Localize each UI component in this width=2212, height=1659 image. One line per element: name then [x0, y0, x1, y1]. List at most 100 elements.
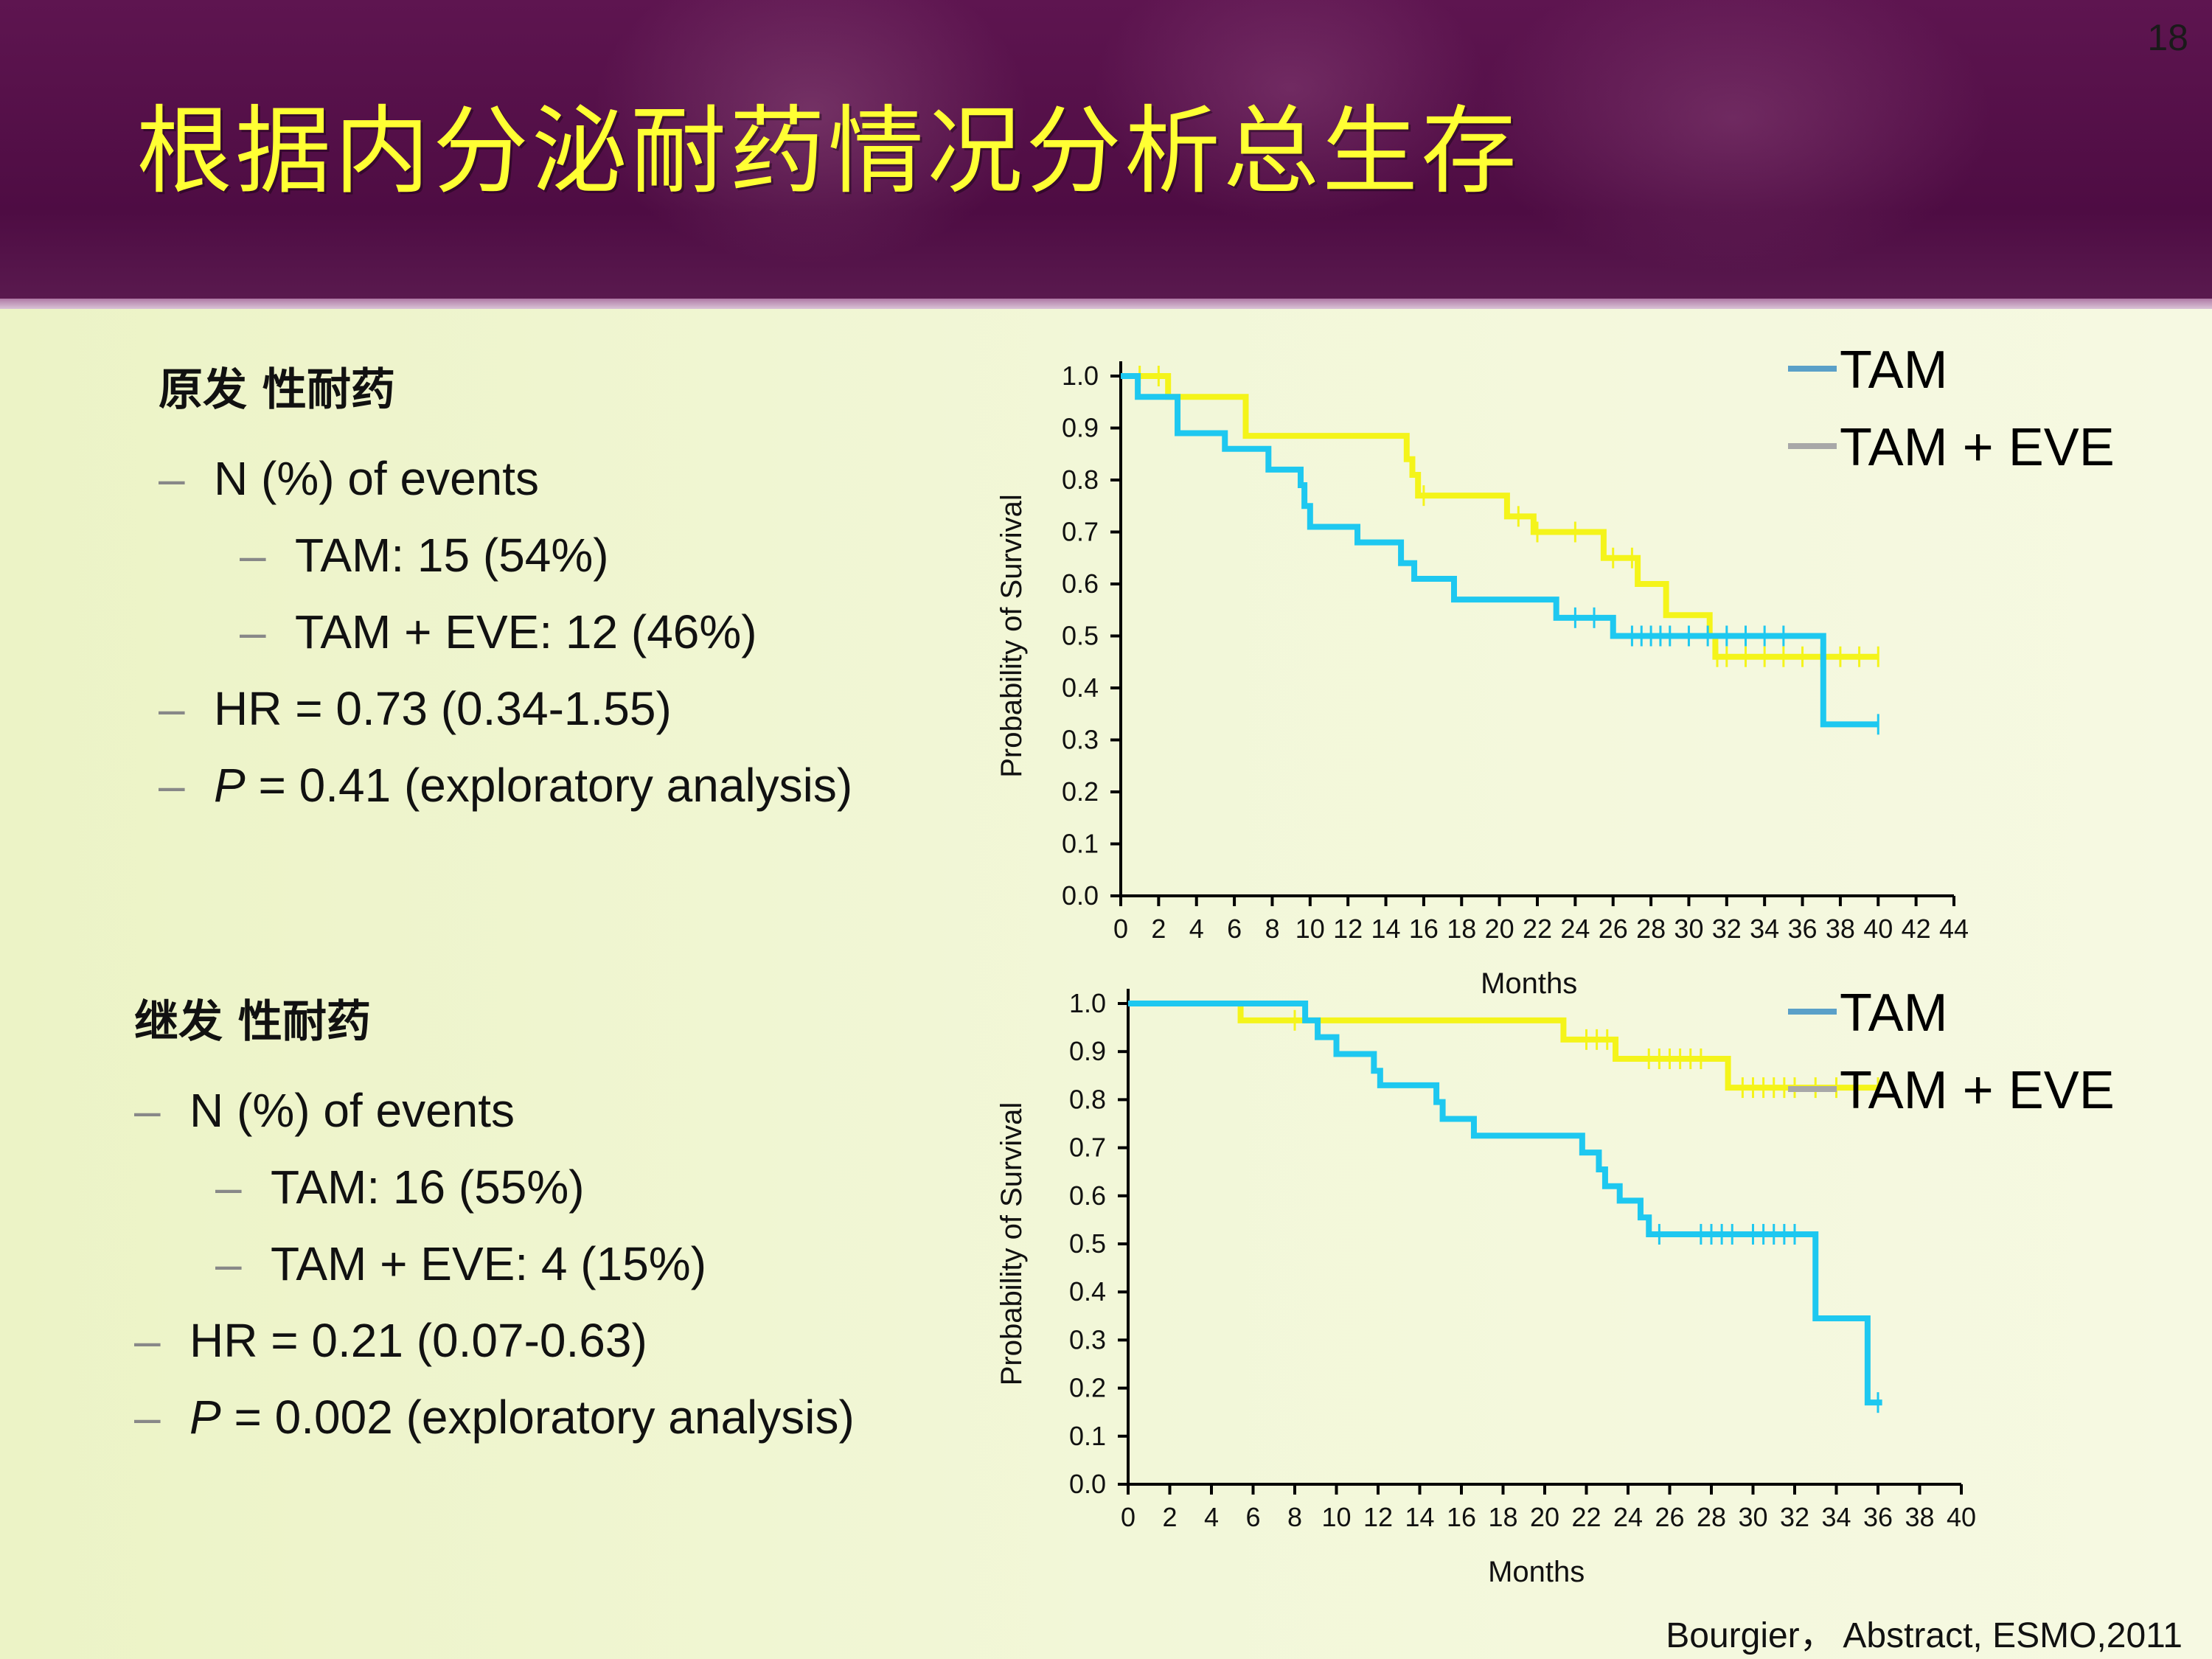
bullet-italic-text: P — [189, 1391, 221, 1444]
y-tick-label: 0.1 — [1062, 829, 1099, 859]
x-tick-label: 36 — [1788, 914, 1818, 944]
bullet-item: – N (%) of events — [134, 1072, 855, 1149]
x-tick-label: 42 — [1902, 914, 1931, 944]
bullet-dash: – — [159, 759, 185, 812]
y-tick-label: 0.9 — [1062, 413, 1099, 443]
y-tick-label: 0.9 — [1069, 1036, 1106, 1066]
bullet-dash: – — [240, 605, 266, 658]
bullet-item: – TAM + EVE: 4 (15%) — [134, 1225, 855, 1302]
x-tick-label: 34 — [1750, 914, 1779, 944]
y-tick-label: 0.2 — [1069, 1373, 1106, 1403]
x-tick-label: 14 — [1405, 1502, 1434, 1532]
bullet-text: N (%) of events — [189, 1084, 515, 1137]
x-tick-label: 40 — [1863, 914, 1893, 944]
bullet-text: HR = 0.73 (0.34-1.55) — [214, 682, 672, 735]
x-tick-label: 30 — [1738, 1502, 1767, 1532]
x-tick-label: 38 — [1826, 914, 1855, 944]
bullet-item: – TAM: 16 (55%) — [134, 1149, 855, 1225]
x-tick-label: 20 — [1485, 914, 1514, 944]
survival-curve-tam — [1121, 373, 1879, 728]
x-tick-label: 22 — [1571, 1502, 1601, 1532]
x-tick-label: 24 — [1613, 1502, 1643, 1532]
bullet-item: – TAM: 15 (54%) — [159, 517, 852, 594]
bullet-text: N (%) of events — [214, 452, 540, 505]
x-tick-label: 12 — [1363, 1502, 1393, 1532]
x-tick-label: 22 — [1523, 914, 1552, 944]
y-axis-title: Probability of Survival — [995, 1102, 1028, 1386]
bullet-item: – TAM + EVE: 12 (46%) — [159, 594, 852, 670]
bullet-text: P = 0.002 (exploratory analysis) — [189, 1391, 855, 1444]
bullet-dash: – — [159, 452, 185, 505]
x-tick-label: 26 — [1599, 914, 1628, 944]
y-tick-label: 0.3 — [1069, 1324, 1106, 1354]
y-tick-label: 0.6 — [1062, 568, 1099, 599]
y-tick-label: 0.0 — [1062, 880, 1099, 911]
x-tick-label: 0 — [1113, 914, 1128, 944]
x-tick-label: 14 — [1371, 914, 1401, 944]
x-tick-label: 12 — [1333, 914, 1363, 944]
bullet-list: – N (%) of events – TAM: 15 (54%) – TAM + EVE… — [159, 440, 852, 824]
x-axis-title: Months — [1488, 1556, 1585, 1588]
x-tick-label: 0 — [1121, 1502, 1135, 1532]
bullet-item: – P = 0.41 (exploratory analysis) — [159, 747, 852, 824]
x-tick-label: 8 — [1287, 1502, 1302, 1532]
bullet-dash: – — [134, 1084, 161, 1137]
bullet-italic-text: P — [214, 759, 246, 812]
x-tick-label: 10 — [1295, 914, 1325, 944]
bullet-dash: – — [215, 1161, 242, 1214]
slide-title: 根据内分泌耐药情况分析总生存 — [136, 95, 1520, 207]
y-tick-label: 0.4 — [1062, 672, 1099, 703]
y-tick-label: 0.6 — [1069, 1180, 1106, 1211]
x-tick-label: 40 — [1947, 1502, 1976, 1532]
x-tick-label: 24 — [1560, 914, 1590, 944]
x-tick-label: 34 — [1821, 1502, 1851, 1532]
bullet-item: – HR = 0.73 (0.34-1.55) — [159, 670, 852, 747]
x-tick-label: 6 — [1245, 1502, 1260, 1532]
x-tick-label: 16 — [1409, 914, 1439, 944]
y-tick-label: 0.1 — [1069, 1421, 1106, 1451]
x-tick-label: 26 — [1655, 1502, 1684, 1532]
citation: Bourgier， Abstract, ESMO,2011 — [1666, 1616, 2183, 1655]
y-tick-label: 0.7 — [1062, 517, 1099, 547]
bullet-dash: – — [159, 682, 185, 735]
primary-resistance-section: 原发 性耐药 – N (%) of events – TAM: 15 (54%) – TA… — [159, 354, 852, 824]
x-tick-label: 4 — [1204, 1502, 1219, 1532]
bullet-list: – N (%) of events – TAM: 16 (55%) – TAM + EVE… — [134, 1072, 855, 1455]
x-tick-label: 10 — [1321, 1502, 1351, 1532]
x-tick-label: 30 — [1674, 914, 1703, 944]
bullet-text: TAM + EVE: 4 (15%) — [271, 1237, 706, 1290]
x-tick-label: 20 — [1530, 1502, 1559, 1532]
x-tick-label: 4 — [1189, 914, 1204, 944]
bullet-item: – N (%) of events — [159, 440, 852, 517]
x-tick-label: 2 — [1162, 1502, 1177, 1532]
x-tick-label: 6 — [1227, 914, 1242, 944]
y-tick-label: 0.0 — [1069, 1469, 1106, 1499]
x-tick-label: 16 — [1447, 1502, 1476, 1532]
legend-label: TAM — [1840, 341, 1948, 400]
bullet-text: P = 0.41 (exploratory analysis) — [214, 759, 853, 812]
bullet-dash: – — [134, 1391, 161, 1444]
bullet-item: – P = 0.002 (exploratory analysis) — [134, 1379, 855, 1455]
bullet-text: TAM + EVE: 12 (46%) — [295, 605, 757, 658]
x-tick-label: 8 — [1265, 914, 1279, 944]
section-heading: 原发 性耐药 — [159, 364, 395, 416]
bullet-text: TAM: 16 (55%) — [271, 1161, 585, 1214]
bullet-dash: – — [215, 1237, 242, 1290]
y-tick-label: 0.7 — [1069, 1133, 1106, 1163]
survival-curve-tam-eve — [1121, 373, 1879, 660]
legend-label: TAM + EVE — [1840, 418, 2115, 477]
page-number: 18 — [2147, 17, 2188, 58]
legend-label: TAM — [1840, 984, 1948, 1043]
legend-label: TAM + EVE — [1840, 1061, 2115, 1120]
x-tick-label: 32 — [1780, 1502, 1809, 1532]
y-tick-label: 1.0 — [1062, 361, 1099, 391]
y-axis-title: Probability of Survival — [995, 494, 1028, 778]
bullet-dash: – — [240, 529, 266, 582]
x-tick-label: 32 — [1712, 914, 1742, 944]
y-tick-label: 0.5 — [1069, 1228, 1106, 1259]
y-tick-label: 0.2 — [1062, 776, 1099, 807]
x-tick-label: 18 — [1488, 1502, 1517, 1532]
secondary-resistance-section: 继发 性耐药 – N (%) of events – TAM: 16 (55%) – TA… — [134, 986, 855, 1455]
y-tick-label: 0.5 — [1062, 621, 1099, 651]
y-tick-label: 0.4 — [1069, 1276, 1106, 1307]
